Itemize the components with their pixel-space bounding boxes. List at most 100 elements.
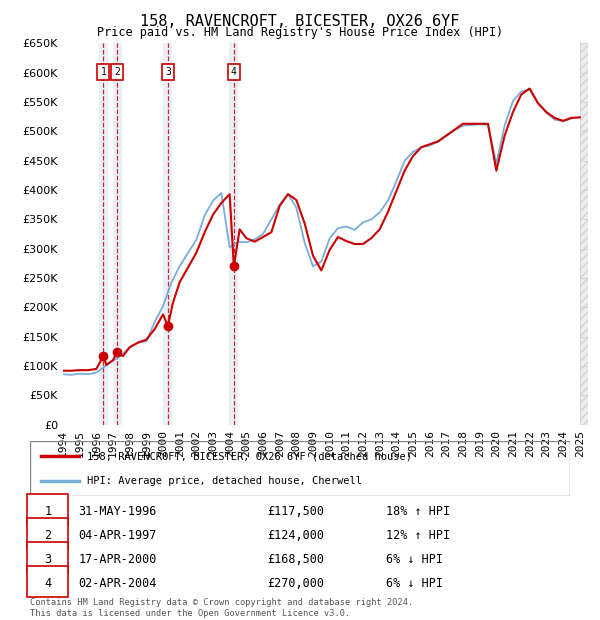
Bar [280,190,296,219]
Bar [280,161,296,190]
Bar [463,396,479,425]
Text: 31-MAY-1996: 31-MAY-1996 [79,505,157,518]
Bar [496,43,513,73]
Bar [97,190,113,219]
Bar [313,278,329,308]
Text: 4: 4 [44,577,52,590]
Bar [213,249,230,278]
Bar [313,219,329,249]
Bar [213,131,230,161]
Bar [163,308,179,337]
Bar [113,278,130,308]
Bar [380,366,397,396]
Text: 3: 3 [44,552,52,565]
Text: 18% ↑ HPI: 18% ↑ HPI [386,505,451,518]
Bar [63,249,80,278]
Bar [446,278,463,308]
Bar [113,131,130,161]
Bar [130,337,146,366]
Bar [97,308,113,337]
Bar [413,396,430,425]
Bar [97,278,113,308]
Bar [213,278,230,308]
FancyBboxPatch shape [28,518,68,549]
Bar [80,43,97,73]
Bar [496,366,513,396]
Bar [130,102,146,131]
Bar [213,161,230,190]
Bar [179,219,196,249]
Text: 02-APR-2004: 02-APR-2004 [79,577,157,590]
Bar [163,190,179,219]
Bar [179,161,196,190]
Bar [130,249,146,278]
Bar [363,43,380,73]
Bar [296,278,313,308]
Bar [296,396,313,425]
Bar [563,278,580,308]
Bar [463,102,479,131]
Bar [463,190,479,219]
Bar [263,161,280,190]
Bar [397,190,413,219]
Bar [196,337,213,366]
Bar [296,219,313,249]
Bar [479,337,496,366]
Bar [63,73,80,102]
Bar [247,190,263,219]
Bar [113,396,130,425]
Bar [179,249,196,278]
Text: 3: 3 [165,67,171,77]
Bar [247,249,263,278]
Bar [213,396,230,425]
Bar [263,308,280,337]
Bar [163,337,179,366]
Bar [230,366,247,396]
Bar [547,73,563,102]
Bar [80,102,97,131]
Bar [513,337,530,366]
Bar [530,396,547,425]
Bar [163,73,179,102]
Bar [213,219,230,249]
Bar [230,131,247,161]
Bar [146,396,163,425]
Bar [280,337,296,366]
Bar [313,131,329,161]
Bar [80,396,97,425]
Bar [346,308,363,337]
Bar [247,308,263,337]
Bar [363,396,380,425]
Bar [280,366,296,396]
Bar [113,337,130,366]
Bar [380,249,397,278]
Bar [547,337,563,366]
Bar [463,308,479,337]
Bar [530,73,547,102]
Bar [530,308,547,337]
Bar [146,249,163,278]
Bar [563,102,580,131]
Bar [113,43,130,73]
Bar [196,219,213,249]
Bar [463,249,479,278]
Text: £168,500: £168,500 [268,552,325,565]
Bar [97,161,113,190]
Bar [380,190,397,219]
Bar [130,131,146,161]
Bar [446,102,463,131]
Bar [380,73,397,102]
Bar [547,219,563,249]
Bar [113,102,130,131]
Bar [146,190,163,219]
Bar [513,161,530,190]
Bar [329,102,346,131]
Bar [97,219,113,249]
Bar [446,73,463,102]
Bar [179,190,196,219]
Bar [563,219,580,249]
Bar [97,249,113,278]
Bar [280,102,296,131]
Bar [179,73,196,102]
Bar [363,366,380,396]
